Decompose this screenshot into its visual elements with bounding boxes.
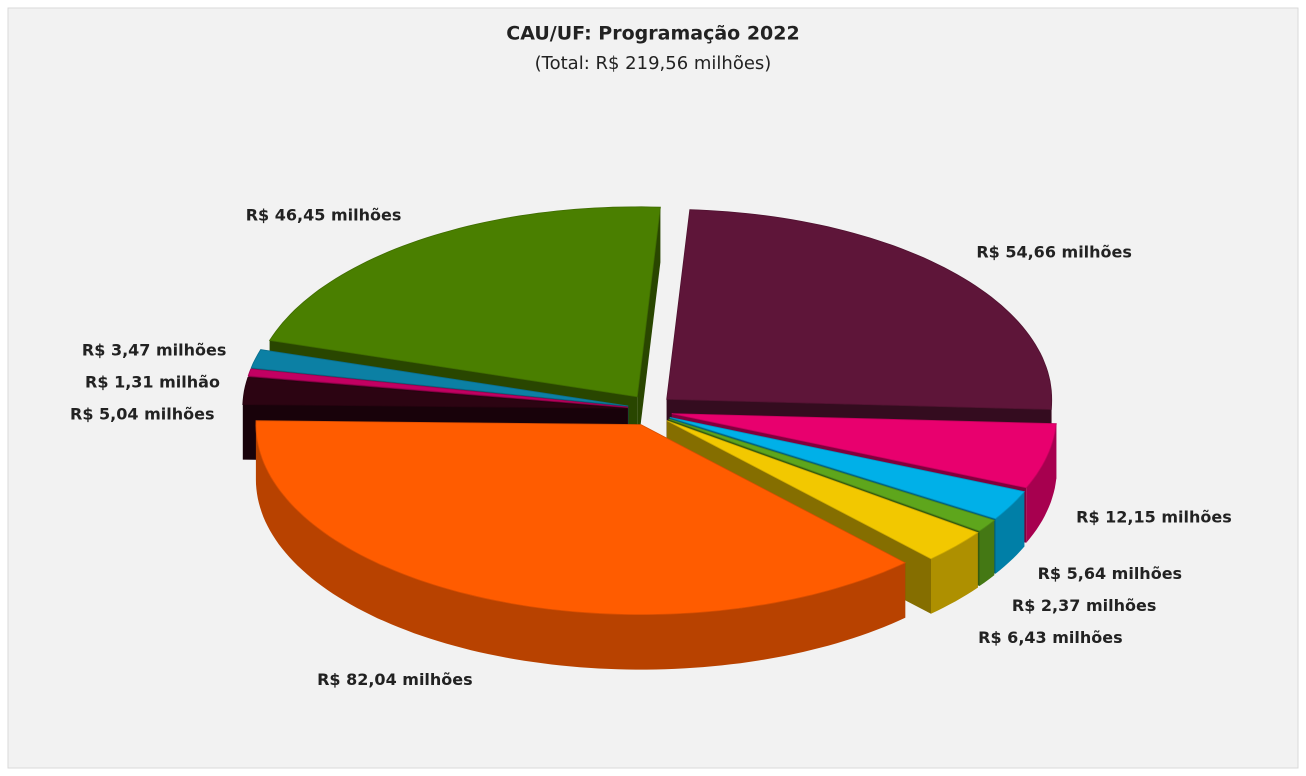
slice-top	[666, 209, 1053, 410]
slice-edge	[637, 207, 661, 452]
data-label: R$ 1,31 milhão	[85, 373, 220, 392]
slice-top	[669, 417, 1026, 520]
slice	[255, 420, 907, 670]
data-label: R$ 82,04 milhões	[317, 670, 473, 689]
data-label: R$ 3,47 milhões	[82, 341, 226, 360]
chart-title: CAU/UF: Programação 2022	[506, 23, 799, 45]
data-label: R$ 2,37 milhões	[1012, 596, 1156, 615]
data-label: R$ 5,64 milhões	[1038, 564, 1182, 583]
chart-subtitle: (Total: R$ 219,56 milhões)	[535, 53, 772, 74]
data-label: R$ 6,43 milhões	[978, 628, 1122, 647]
slice-side	[995, 491, 1025, 574]
data-label: R$ 12,15 milhões	[1076, 508, 1232, 527]
data-label: R$ 5,04 milhões	[70, 405, 214, 424]
data-label: R$ 54,66 milhões	[976, 242, 1132, 261]
slice-top	[247, 368, 629, 408]
slice-side	[931, 532, 978, 614]
slice-top	[671, 413, 1057, 489]
slice-top	[666, 420, 979, 560]
slice-top	[255, 420, 907, 615]
slice-side	[979, 520, 995, 586]
slice-top	[268, 206, 661, 398]
slice-top	[242, 376, 628, 409]
slice-side	[255, 424, 906, 670]
slice-top	[668, 418, 996, 532]
slice-side	[1026, 423, 1057, 543]
data-label: R$ 46,45 milhões	[246, 205, 402, 224]
slice-top	[250, 349, 629, 407]
